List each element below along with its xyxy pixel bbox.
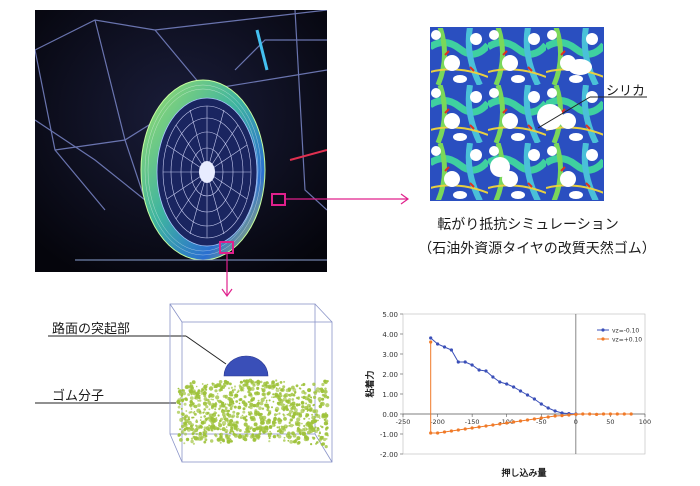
y-tick-label: 2.00 — [382, 371, 398, 379]
x-tick-label: -250 — [396, 418, 411, 426]
silica-label: シリカ — [606, 84, 646, 99]
tire-mesh — [140, 79, 266, 261]
series-2-point — [491, 423, 495, 427]
x-tick-label: 0 — [574, 418, 578, 426]
series-1-point — [484, 369, 488, 373]
legend-label-1: vz=-0.10 — [612, 328, 639, 335]
series-1-point — [491, 375, 495, 379]
contact-highlight-marker — [219, 241, 234, 254]
series-1-point — [442, 345, 447, 349]
rubber-molecule-cloud — [176, 378, 330, 449]
series-2-point — [588, 412, 592, 416]
series-2-point — [463, 427, 467, 431]
series-2-point — [629, 412, 633, 416]
series-2-point — [470, 426, 474, 430]
series-2-point — [595, 412, 599, 416]
legend-marker-1 — [601, 328, 605, 332]
series-1-point — [512, 385, 516, 389]
y-tick-label: -2.00 — [380, 451, 398, 459]
series-1-point — [560, 411, 564, 415]
series-2-point — [477, 425, 481, 429]
y-axis-label: 粘着力 — [365, 370, 376, 398]
series-2-point — [608, 412, 612, 416]
series-1-point — [498, 380, 502, 384]
y-tick-label: -1.00 — [380, 431, 398, 439]
series-2-point — [601, 412, 606, 416]
rubber-molecule-label: ゴム分子 — [52, 389, 105, 404]
plot-frame — [402, 313, 646, 455]
series-1-point — [477, 368, 481, 372]
caption-subtitle: （石油外資源タイヤの改質天然ゴム） — [418, 241, 656, 257]
series-2-point — [498, 422, 502, 426]
road-bump-sphere — [223, 355, 269, 377]
series-1-point — [456, 360, 460, 364]
series-2-point — [436, 431, 440, 435]
series-2-point — [512, 420, 516, 424]
series-2-point — [567, 413, 571, 417]
caption-title: 転がり抵抗シミュレーション — [437, 217, 619, 233]
y-tick-label: 3.00 — [382, 351, 398, 359]
series-2-point — [518, 419, 523, 423]
series-1-point — [463, 360, 467, 364]
series-2-point — [574, 412, 578, 416]
series-2-point — [560, 414, 564, 418]
series-1-point — [436, 342, 440, 346]
series-1-point — [518, 389, 523, 393]
series-2-point — [429, 340, 433, 344]
y-tick-label: 4.00 — [382, 331, 398, 339]
series-1-point — [525, 393, 530, 397]
series-1-point — [449, 348, 453, 352]
molecular-simulation-image — [150, 298, 345, 468]
series-2-point — [615, 412, 619, 416]
series-2-point — [581, 412, 585, 416]
x-tick-label: 50 — [606, 418, 614, 426]
x-axis-label: 押し込み量 — [501, 467, 546, 479]
series-1-point — [546, 406, 550, 410]
road-bump-label: 路面の突起部 — [52, 322, 131, 337]
y-tick-label: 5.00 — [382, 311, 398, 319]
series-line-2 — [430, 342, 632, 434]
series-2-point — [532, 417, 536, 421]
series-2-point — [442, 430, 447, 434]
series-1-point — [532, 397, 536, 401]
x-tick-label: 100 — [639, 418, 651, 426]
series-1-point — [429, 336, 433, 340]
series-2-point — [553, 414, 557, 418]
legend-marker-2 — [601, 337, 605, 341]
series-2-point — [429, 431, 433, 435]
series-2-point — [449, 429, 453, 433]
series-2-point — [505, 421, 509, 425]
y-tick-label: 1.00 — [382, 391, 398, 399]
x-tick-label: -150 — [465, 418, 480, 426]
series-1-point — [470, 363, 474, 367]
legend-label-2: vz=+0.10 — [612, 337, 642, 344]
series-2-point — [456, 428, 460, 432]
series-2-point — [539, 416, 543, 420]
series-2-point — [525, 418, 530, 422]
series-1-point — [539, 402, 543, 406]
series-2-point — [546, 415, 550, 419]
y-tick-label: 0.00 — [382, 411, 398, 419]
series-line-1 — [430, 337, 576, 415]
x-tick-label: -50 — [536, 418, 547, 426]
silica-simulation-image — [430, 27, 604, 201]
tire-simulation-image — [35, 10, 327, 272]
tread-highlight-marker — [271, 193, 286, 206]
series-1-point — [553, 409, 557, 413]
series-1-point — [505, 382, 509, 386]
series-2-point — [622, 412, 626, 416]
series-2-point — [484, 424, 488, 428]
x-tick-label: -200 — [430, 418, 445, 426]
adhesion-chart: 5.00 4.00 3.00 2.00 1.00 0.00 -1.00 -2.00 -250 -2… — [364, 308, 655, 480]
